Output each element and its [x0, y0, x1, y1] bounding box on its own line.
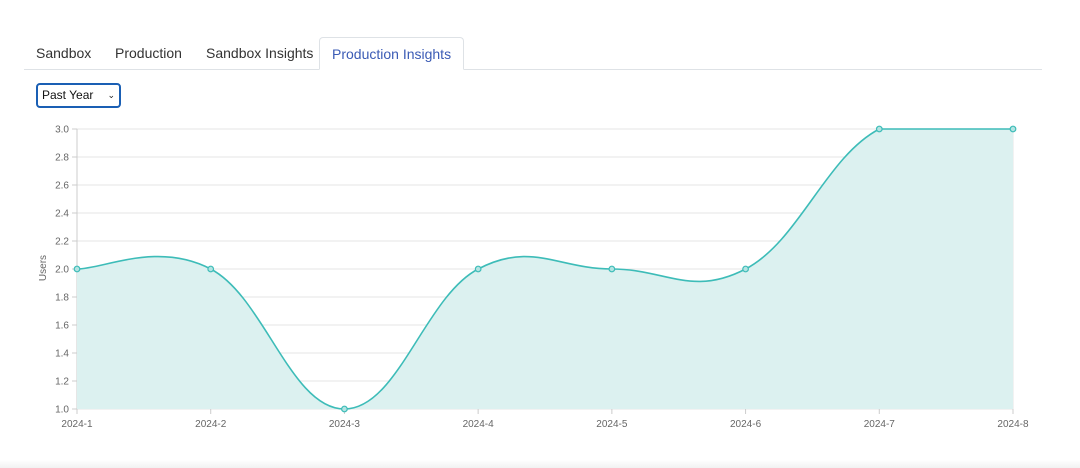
data-point[interactable] [341, 405, 348, 413]
tab-production[interactable]: Production [115, 45, 182, 61]
x-tick-label: 2024-5 [596, 419, 628, 430]
tab-sandbox-insights[interactable]: Sandbox Insights [206, 45, 314, 61]
data-point[interactable] [73, 265, 81, 273]
y-tick-label: 3.0 [55, 125, 69, 136]
chevron-down-icon: ⌄ [107, 90, 115, 100]
y-tick-label: 2.2 [55, 237, 69, 248]
data-point[interactable] [474, 265, 482, 273]
tab-sandbox[interactable]: Sandbox [36, 45, 92, 61]
chart-area [73, 125, 1017, 413]
y-axis-ticks: 1.0 1.2 1.4 1.6 1.8 2.0 2.2 2.4 2.6 2.8 3.0 [55, 125, 69, 416]
x-axis-ticks: 2024-1 2024-2 2024-3 2024-4 2024-5 2024-6 2024… [61, 419, 1029, 430]
y-tick-label: 1.4 [55, 349, 69, 360]
data-point[interactable] [1009, 125, 1017, 133]
y-tick-label: 1.0 [55, 405, 69, 416]
x-tick-label: 2024-2 [195, 419, 227, 430]
time-range-value: Past Year [42, 88, 94, 102]
x-tick-label: 2024-3 [329, 419, 361, 430]
x-tick-label: 2024-1 [61, 419, 93, 430]
data-point[interactable] [742, 265, 749, 273]
tab-production-insights[interactable]: Production Insights [319, 37, 465, 70]
y-tick-label: 1.6 [55, 321, 69, 332]
y-tick-label: 2.6 [55, 181, 69, 192]
y-tick-label: 1.2 [55, 377, 69, 388]
data-point[interactable] [207, 265, 215, 273]
x-tick-label: 2024-4 [463, 419, 495, 430]
area-fill [77, 129, 1013, 409]
data-point[interactable] [875, 125, 883, 133]
x-tick-label: 2024-7 [864, 419, 896, 430]
y-axis-label: Users [38, 255, 49, 281]
time-range-select[interactable]: Past Year ⌄ [36, 83, 121, 108]
series-line [76, 128, 1013, 410]
data-point[interactable] [608, 265, 616, 273]
x-tick-label: 2024-8 [997, 419, 1029, 430]
tab-bar: Sandbox Production Sandbox Insights Prod… [24, 37, 1042, 70]
x-tick-label: 2024-6 [730, 419, 762, 430]
y-tick-label: 2.0 [55, 265, 69, 276]
bottom-edge [0, 460, 1080, 468]
y-tick-label: 2.8 [55, 153, 69, 164]
y-tick-label: 1.8 [55, 293, 69, 304]
y-tick-label: 2.4 [55, 209, 69, 220]
